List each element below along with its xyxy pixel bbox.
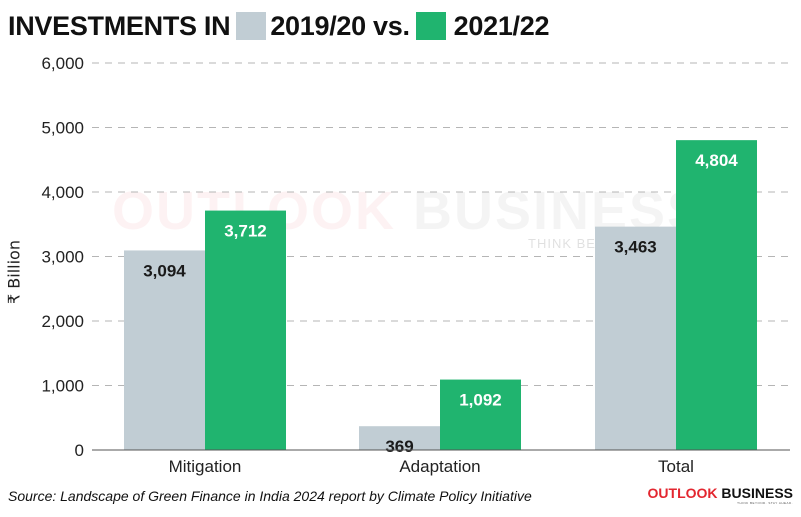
bar-2021-22-adaptation bbox=[440, 379, 521, 450]
data-label: 369 bbox=[385, 437, 413, 456]
y-tick-label: 4,000 bbox=[41, 183, 84, 202]
bar-2019-20-mitigation bbox=[124, 250, 205, 450]
title-year2: 2021/22 bbox=[453, 10, 550, 41]
data-label: 3,094 bbox=[143, 261, 186, 280]
y-tick-label: 2,000 bbox=[41, 312, 84, 331]
legend-swatch-2019-20 bbox=[236, 12, 267, 40]
bar-2021-22-total bbox=[676, 140, 757, 450]
chart-title: INVESTMENTS IN 2019/20 vs. 2021/22 bbox=[8, 6, 549, 46]
data-label: 3,463 bbox=[614, 238, 657, 257]
y-axis-label: ₹ Billion bbox=[4, 240, 24, 304]
legend-swatch-2021-22 bbox=[415, 12, 446, 40]
data-label: 1,092 bbox=[459, 391, 502, 410]
x-tick-label: Adaptation bbox=[399, 457, 480, 476]
brand-logo: OUTLOOK BUSINESS THINK BEYOND. STAY AHEA… bbox=[648, 486, 793, 505]
y-tick-label: 5,000 bbox=[41, 119, 84, 138]
data-label: 3,712 bbox=[224, 222, 267, 241]
y-tick-label: 0 bbox=[75, 441, 84, 460]
y-tick-label: 1,000 bbox=[41, 377, 84, 396]
title-prefix: INVESTMENTS IN bbox=[8, 10, 231, 41]
source-note: Source: Landscape of Green Finance in In… bbox=[8, 488, 532, 504]
bar-2019-20-adaptation bbox=[359, 426, 440, 450]
bar-2019-20-total bbox=[595, 226, 676, 450]
y-tick-label: 6,000 bbox=[41, 54, 84, 73]
y-tick-label: 3,000 bbox=[41, 248, 84, 267]
brand-tagline: THINK BEYOND. STAY AHEAD. bbox=[737, 501, 793, 505]
brand-part1: OUTLOOK bbox=[647, 485, 718, 501]
bar-2021-22-mitigation bbox=[205, 210, 286, 450]
title-year1: 2019/20 vs. bbox=[270, 10, 410, 41]
brand-part2: BUSINESS bbox=[721, 485, 793, 501]
data-label: 4,804 bbox=[695, 151, 738, 170]
x-tick-label: Mitigation bbox=[169, 457, 242, 476]
x-tick-label: Total bbox=[658, 457, 694, 476]
